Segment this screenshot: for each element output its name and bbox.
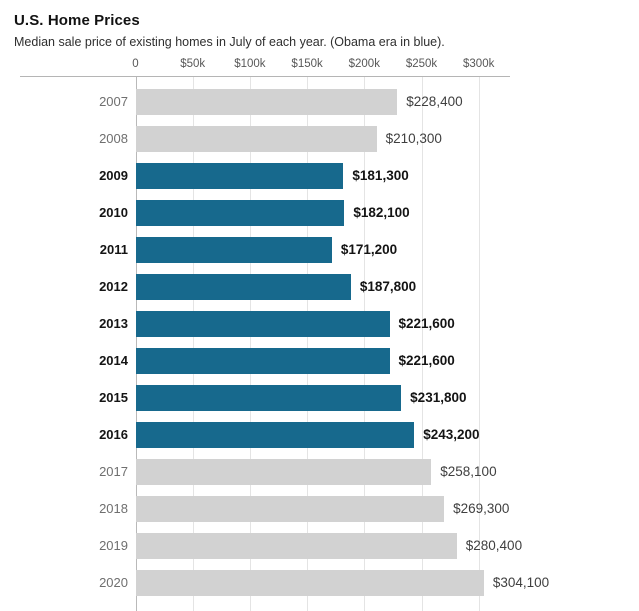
value-label: $221,600: [398, 316, 455, 331]
year-label: 2020: [99, 575, 128, 590]
value-label: $258,100: [440, 464, 497, 479]
value-label: $182,100: [353, 205, 410, 220]
bar-row-2007: 2007 $228,400: [0, 83, 639, 120]
bar-row-2009: 2009 $181,300: [0, 157, 639, 194]
bar-row-2013: 2013 $221,600: [0, 305, 639, 342]
year-label: 2015: [99, 390, 128, 405]
bar-row-2012: 2012 $187,800: [0, 268, 639, 305]
bar-row-2016: 2016 $243,200: [0, 416, 639, 453]
x-tick-label: $50k: [180, 58, 206, 70]
bar-2013: [136, 310, 390, 337]
bar-row-2008: 2008 $210,300: [0, 120, 639, 157]
bar-row-2015: 2015 $231,800: [0, 379, 639, 416]
gridline: [421, 77, 423, 611]
value-label: $269,300: [453, 501, 510, 516]
year-label: 2007: [99, 94, 128, 109]
year-label: 2019: [99, 538, 128, 553]
x-tick-label: $200k: [348, 58, 380, 70]
x-tick-label: $100k: [234, 58, 266, 70]
year-label: 2013: [99, 316, 128, 331]
x-tick-label: 0: [132, 58, 139, 70]
value-label: $243,200: [423, 427, 480, 442]
zero-baseline: [135, 77, 137, 611]
bar-row-2011: 2011 $171,200: [0, 231, 639, 268]
bar-row-2018: 2018 $269,300: [0, 490, 639, 527]
bar-2018: [136, 495, 445, 522]
bar-2011: [136, 236, 332, 263]
bar-row-2019: 2019 $280,400: [0, 527, 639, 564]
bar-row-2014: 2014 $221,600: [0, 342, 639, 379]
year-label: 2010: [99, 205, 128, 220]
bar-2007: [136, 88, 398, 115]
bar-2019: [136, 532, 457, 559]
value-label: $280,400: [465, 538, 523, 553]
gridline: [478, 77, 480, 611]
value-label: $221,600: [398, 353, 455, 368]
x-tick-label: $300k: [463, 58, 495, 70]
bar-row-2017: 2017 $258,100: [0, 453, 639, 490]
chart-subtitle: Median sale price of existing homes in J…: [14, 35, 445, 49]
value-label: $228,400: [406, 94, 463, 109]
bar-row-2010: 2010 $182,100: [0, 194, 639, 231]
x-tick-label: $150k: [291, 58, 323, 70]
bar-2010: [136, 199, 345, 226]
gridline: [249, 77, 251, 611]
bar-2020: [136, 569, 484, 596]
value-label: $181,300: [352, 168, 409, 183]
value-label: $304,100: [492, 575, 550, 590]
x-tick-label: $250k: [405, 58, 438, 70]
bar-2008: [136, 125, 377, 152]
bar-2012: [136, 273, 351, 300]
year-label: 2012: [99, 279, 128, 294]
bar-2009: [136, 162, 344, 189]
bar-2017: [136, 458, 432, 485]
value-label: $171,200: [340, 242, 398, 257]
year-label: 2011: [99, 242, 128, 257]
bar-2014: [136, 347, 390, 374]
year-label: 2018: [99, 501, 128, 516]
gridline: [307, 77, 309, 611]
value-label: $210,300: [385, 131, 442, 146]
bar-2015: [136, 384, 402, 411]
year-label: 2017: [99, 464, 128, 479]
bar-2016: [136, 421, 415, 448]
year-label: 2009: [99, 168, 128, 183]
value-label: $231,800: [410, 390, 467, 405]
chart-title: U.S. Home Prices: [14, 12, 140, 29]
x-axis-line: [20, 76, 510, 77]
year-label: 2016: [99, 427, 128, 442]
gridline: [364, 77, 366, 611]
bar-row-2020: 2020 $304,100: [0, 564, 639, 601]
year-label: 2008: [99, 131, 128, 146]
year-label: 2014: [99, 353, 128, 368]
value-label: $187,800: [359, 279, 417, 294]
gridline: [192, 77, 194, 611]
